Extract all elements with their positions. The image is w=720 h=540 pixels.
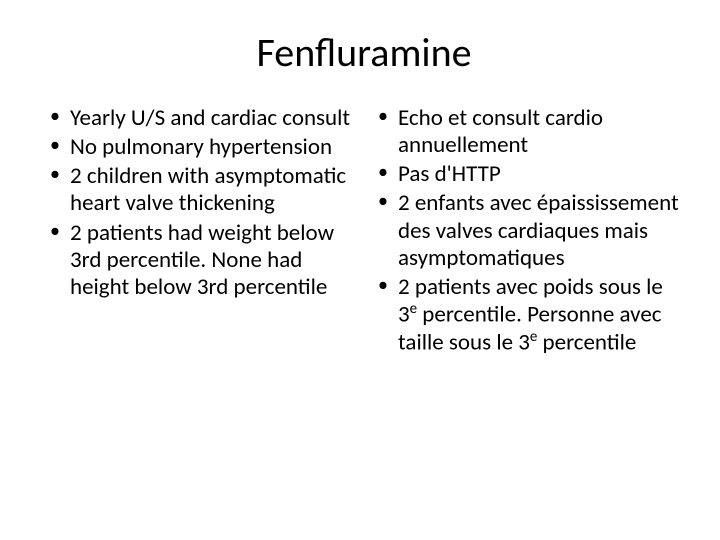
list-item: 2 patients had weight below 3rd percenti… — [48, 220, 352, 301]
list-item: Pas d'HTTP — [376, 161, 680, 188]
left-column: Yearly U/S and cardiac consult No pulmon… — [48, 105, 352, 358]
content-columns: Yearly U/S and cardiac consult No pulmon… — [48, 105, 680, 358]
slide-title: Fenfluramine — [48, 28, 680, 77]
right-bullet-list: Echo et consult cardio annuellement Pas … — [376, 105, 680, 356]
list-item: Yearly U/S and cardiac consult — [48, 105, 352, 132]
left-bullet-list: Yearly U/S and cardiac consult No pulmon… — [48, 105, 352, 301]
list-item: 2 children with asymptomatic heart valve… — [48, 163, 352, 217]
list-item: 2 enfants avec épaississement des valves… — [376, 190, 680, 271]
list-item: Echo et consult cardio annuellement — [376, 105, 680, 159]
list-item: 2 patients avec poids sous le 3e percent… — [376, 274, 680, 357]
list-item: No pulmonary hypertension — [48, 134, 352, 161]
right-column: Echo et consult cardio annuellement Pas … — [376, 105, 680, 358]
